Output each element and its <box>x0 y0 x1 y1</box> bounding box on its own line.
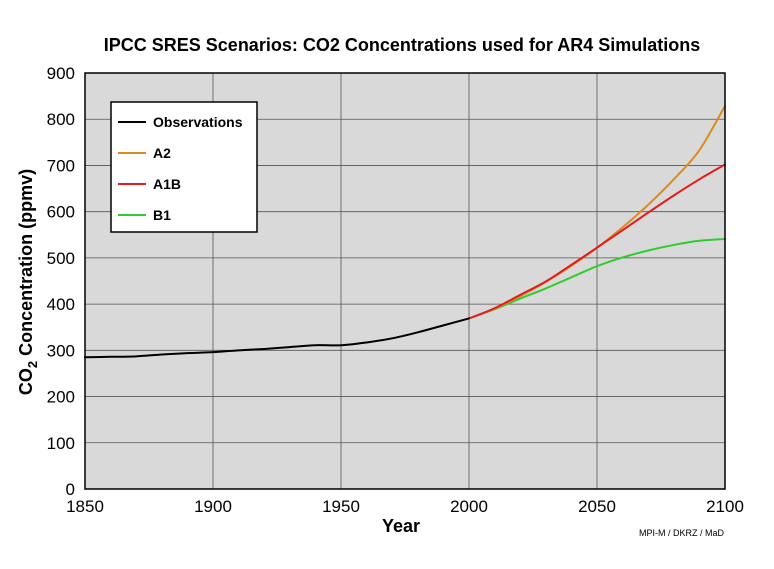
y-tick-label-100: 100 <box>47 434 75 453</box>
x-axis-label: Year <box>382 516 420 536</box>
y-tick-labels: 0 100 200 300 400 500 600 700 800 900 <box>47 64 75 499</box>
plot-border <box>84 72 726 490</box>
x-tick-label-1950: 1950 <box>322 497 360 516</box>
y-tick-label-900: 900 <box>47 64 75 83</box>
series-line-observations <box>84 317 470 359</box>
series-line-b1 <box>468 237 726 320</box>
x-tick-label-1900: 1900 <box>194 497 232 516</box>
legend-label-a2: A2 <box>153 145 171 161</box>
y-tick-label-800: 800 <box>47 110 75 129</box>
y-tick-label-0: 0 <box>66 480 75 499</box>
x-tick-labels: 1850 1900 1950 2000 2050 2100 <box>66 497 744 516</box>
x-tick-label-2000: 2000 <box>450 497 488 516</box>
y-tick-label-600: 600 <box>47 203 75 222</box>
x-tick-label-2050: 2050 <box>578 497 616 516</box>
x-tick-label-1850: 1850 <box>66 497 104 516</box>
series-lines <box>84 104 726 359</box>
legend-label-observations: Observations <box>153 114 243 130</box>
y-tick-label-400: 400 <box>47 295 75 314</box>
chart-title: IPCC SRES Scenarios: CO2 Concentrations … <box>104 35 700 55</box>
legend-items: Observations A2 A1B B1 <box>118 114 243 223</box>
y-axis-label: CO2 Concentration (ppmv) <box>16 169 40 395</box>
legend-label-b1: B1 <box>153 207 171 223</box>
y-tick-label-200: 200 <box>47 388 75 407</box>
credit-text: MPI-M / DKRZ / MaD <box>639 528 724 538</box>
y-tick-label-300: 300 <box>47 341 75 360</box>
y-tick-label-500: 500 <box>47 249 75 268</box>
y-axis-label-subscript: 2 <box>25 361 40 368</box>
series-line-a1b <box>468 163 726 320</box>
legend: Observations A2 A1B B1 <box>110 101 258 233</box>
y-tick-label-700: 700 <box>47 156 75 175</box>
legend-frame <box>110 101 258 233</box>
legend-label-a1b: A1B <box>153 176 181 192</box>
y-axis-label-main: CO <box>16 368 36 395</box>
y-axis-label-rest: Concentration (ppmv) <box>16 169 36 361</box>
x-tick-label-2100: 2100 <box>706 497 744 516</box>
